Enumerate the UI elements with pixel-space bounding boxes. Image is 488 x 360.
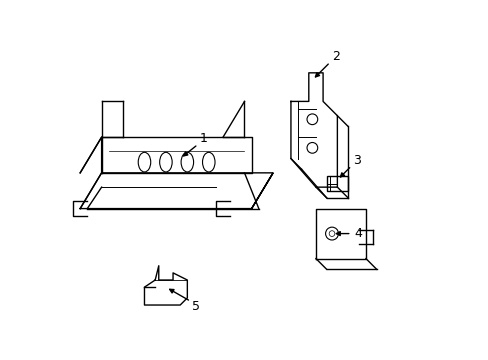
Text: 3: 3 bbox=[352, 154, 360, 167]
Text: 2: 2 bbox=[331, 50, 339, 63]
Text: 1: 1 bbox=[199, 132, 207, 145]
Text: 4: 4 bbox=[354, 227, 362, 240]
Text: 5: 5 bbox=[192, 300, 200, 313]
